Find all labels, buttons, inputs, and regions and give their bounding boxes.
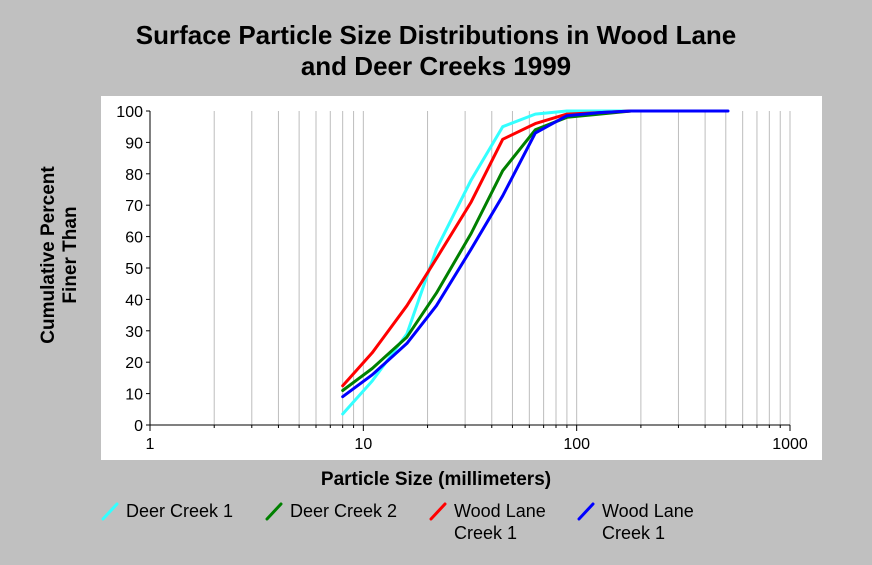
x-tick-label: 100 [563,436,590,453]
legend-swatch-line [577,502,595,521]
y-tick-label: 70 [125,198,143,215]
x-tick-label: 1 [146,436,155,453]
legend-item-3: Wood Lane Creek 1 [428,500,546,544]
grid-lines [149,111,791,425]
chart-title: Surface Particle Size Distributions in W… [0,20,872,82]
legend-label: Wood Lane Creek 1 [602,501,694,543]
legend-swatch-line [101,502,119,521]
chart-title-line-1: Surface Particle Size Distributions in W… [135,20,737,50]
y-axis-label-line-1: Cumulative Percent [38,166,59,344]
y-tick-label: 40 [125,292,143,309]
y-tick-label: 100 [116,104,143,121]
y-tick-label: 80 [125,167,143,184]
legend-swatch [429,502,447,521]
legend-swatch [101,502,119,521]
series-line-2 [341,109,666,392]
series-lines [341,109,730,416]
y-tick-label: 60 [125,230,143,247]
legend-label: Wood Lane Creek 1 [454,501,546,543]
y-axis-label: Cumulative Percent Finer Than [38,166,82,343]
legend-label: Deer Creek 1 [126,501,234,521]
y-tick-label: 20 [125,355,143,372]
legend-label: Deer Creek 2 [290,501,398,521]
series-line-4 [341,109,730,399]
legend-swatch-line [429,502,447,521]
legend-item-4: Wood Lane Creek 1 [576,500,694,544]
x-axis-label: Particle Size (millimeters) [320,469,552,490]
y-tick-label: 10 [125,387,143,404]
y-tick-label: 0 [134,418,143,435]
legend-item-2: Deer Creek 2 [264,500,397,522]
y-tick-label: 90 [125,135,143,152]
legend-swatch-line [265,502,283,521]
series-line-3 [341,109,666,388]
plot-panel [101,96,822,460]
y-tick-label: 50 [125,261,143,278]
axes [146,110,791,431]
legend-swatch [577,502,595,521]
y-tick-label: 30 [125,324,143,341]
x-tick-label: 1000 [772,436,808,453]
legend-item-1: Deer Creek 1 [100,500,233,522]
x-tick-label: 10 [354,436,372,453]
chart-title-line-2: and Deer Creeks 1999 [300,51,572,81]
y-axis-label-line-2: Finer Than [60,206,81,304]
series-line-1 [341,109,633,416]
legend-swatch [265,502,283,521]
